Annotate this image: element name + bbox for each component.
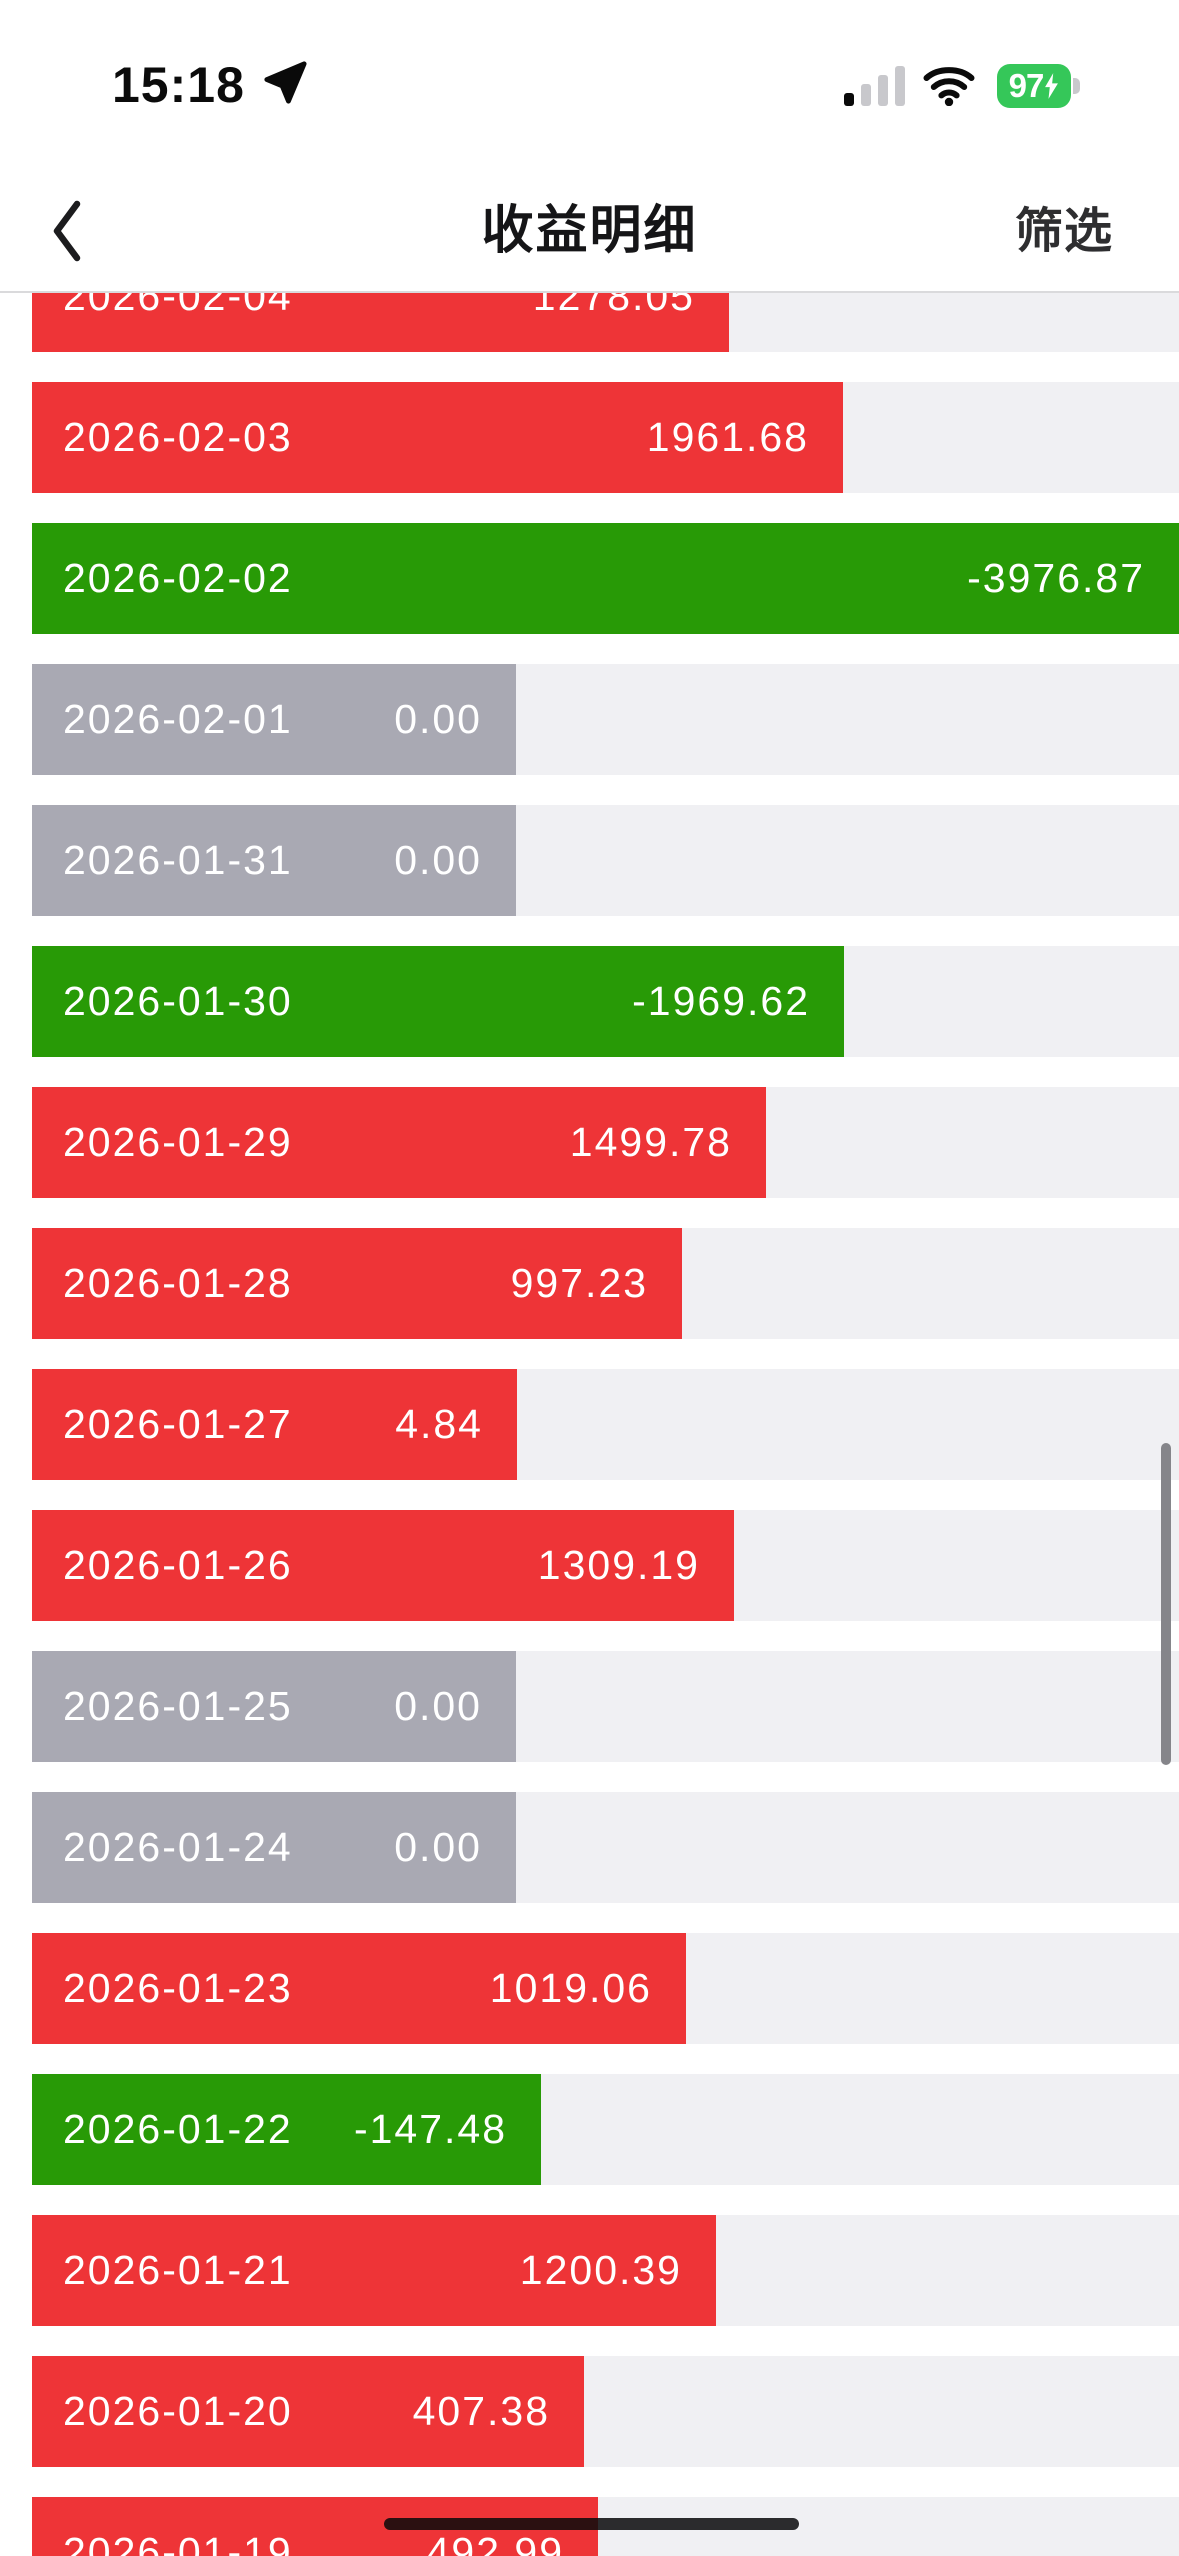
- income-row[interactable]: 2026-01-30 -1969.62: [32, 946, 1179, 1057]
- row-date: 2026-01-28: [63, 1260, 293, 1306]
- row-date: 2026-02-01: [63, 696, 293, 742]
- row-value: 1278.05: [532, 293, 695, 319]
- income-bar: 2026-01-29 1499.78: [32, 1087, 766, 1198]
- income-bar: 2026-01-26 1309.19: [32, 1510, 734, 1621]
- income-row[interactable]: 2026-02-01 0.00: [32, 664, 1179, 775]
- row-value: 1961.68: [646, 414, 809, 460]
- income-row[interactable]: 2026-02-03 1961.68: [32, 382, 1179, 493]
- income-row[interactable]: 2026-01-31 0.00: [32, 805, 1179, 916]
- income-row[interactable]: 2026-01-24 0.00: [32, 1792, 1179, 1903]
- income-row[interactable]: 2026-01-25 0.00: [32, 1651, 1179, 1762]
- cellular-signal-icon: [844, 66, 905, 106]
- nav-bar: 收益明细 筛选: [0, 170, 1179, 293]
- status-time: 15:18: [112, 57, 245, 113]
- scrollbar[interactable]: [1161, 1443, 1171, 1765]
- row-value: 997.23: [510, 1260, 648, 1306]
- income-row[interactable]: 2026-01-21 1200.39: [32, 2215, 1179, 2326]
- income-bar: 2026-01-24 0.00: [32, 1792, 516, 1903]
- row-date: 2026-01-20: [63, 2388, 293, 2434]
- charging-bolt-icon: [1045, 73, 1059, 99]
- income-bar: 2026-01-31 0.00: [32, 805, 516, 916]
- battery-percent: 97: [1008, 67, 1045, 104]
- income-row[interactable]: 2026-01-20 407.38: [32, 2356, 1179, 2467]
- row-date: 2026-02-03: [63, 414, 293, 460]
- row-value: 407.38: [412, 2388, 550, 2434]
- income-row[interactable]: 2026-01-23 1019.06: [32, 1933, 1179, 2044]
- row-date: 2026-02-02: [63, 555, 293, 601]
- income-bar: 2026-01-21 1200.39: [32, 2215, 716, 2326]
- income-row[interactable]: 2026-01-28 997.23: [32, 1228, 1179, 1339]
- row-value: 492.99: [426, 2529, 564, 2556]
- row-date: 2026-01-19: [63, 2529, 293, 2556]
- filter-button[interactable]: 筛选: [1014, 205, 1113, 258]
- row-value: -147.48: [353, 2106, 507, 2152]
- back-button[interactable]: [50, 199, 82, 263]
- income-row[interactable]: 2026-01-27 4.84: [32, 1369, 1179, 1480]
- income-bar: 2026-01-30 -1969.62: [32, 946, 844, 1057]
- page-title: 收益明细: [481, 202, 698, 260]
- row-value: 1499.78: [569, 1119, 732, 1165]
- income-bar: 2026-01-27 4.84: [32, 1369, 517, 1480]
- row-value: -3976.87: [967, 555, 1145, 601]
- wifi-icon: [923, 67, 975, 106]
- row-date: 2026-01-21: [63, 2247, 293, 2293]
- row-date: 2026-01-31: [63, 837, 293, 883]
- battery-nub: [1073, 78, 1080, 94]
- row-value: -1969.62: [632, 978, 810, 1024]
- row-date: 2026-01-30: [63, 978, 293, 1024]
- row-date: 2026-01-27: [63, 1401, 293, 1447]
- income-bar: 2026-02-03 1961.68: [32, 382, 843, 493]
- location-arrow-icon: [264, 61, 307, 104]
- row-date: 2026-01-22: [63, 2106, 293, 2152]
- income-bar: 2026-01-20 407.38: [32, 2356, 584, 2467]
- battery-indicator: 97: [997, 64, 1071, 108]
- row-date: 2026-01-29: [63, 1119, 293, 1165]
- row-value: 1019.06: [489, 1965, 652, 2011]
- row-value: 1309.19: [537, 1542, 700, 1588]
- home-indicator[interactable]: [384, 2518, 799, 2530]
- income-bar: 2026-02-01 0.00: [32, 664, 516, 775]
- income-list: 2026-02-04 1278.05 2026-02-03 1961.68 2026-0…: [0, 293, 1179, 2556]
- income-bar: 2026-02-04 1278.05: [32, 293, 729, 352]
- row-date: 2026-01-23: [63, 1965, 293, 2011]
- row-value: 0.00: [394, 1824, 482, 1870]
- row-date: 2026-01-25: [63, 1683, 293, 1729]
- row-value: 0.00: [394, 1683, 482, 1729]
- row-value: 4.84: [395, 1401, 483, 1447]
- row-value: 1200.39: [519, 2247, 682, 2293]
- row-value: 0.00: [394, 837, 482, 883]
- income-bar: 2026-02-02 -3976.87: [32, 523, 1179, 634]
- row-date: 2026-02-04: [63, 293, 293, 319]
- income-row[interactable]: 2026-02-04 1278.05: [32, 293, 1179, 352]
- income-bar: 2026-01-23 1019.06: [32, 1933, 686, 2044]
- income-bar: 2026-01-25 0.00: [32, 1651, 516, 1762]
- income-row[interactable]: 2026-01-29 1499.78: [32, 1087, 1179, 1198]
- row-date: 2026-01-26: [63, 1542, 293, 1588]
- income-bar: 2026-01-22 -147.48: [32, 2074, 541, 2185]
- row-value: 0.00: [394, 696, 482, 742]
- income-bar: 2026-01-28 997.23: [32, 1228, 682, 1339]
- income-row[interactable]: 2026-01-22 -147.48: [32, 2074, 1179, 2185]
- income-row[interactable]: 2026-02-02 -3976.87: [32, 523, 1179, 634]
- row-date: 2026-01-24: [63, 1824, 293, 1870]
- income-row[interactable]: 2026-01-26 1309.19: [32, 1510, 1179, 1621]
